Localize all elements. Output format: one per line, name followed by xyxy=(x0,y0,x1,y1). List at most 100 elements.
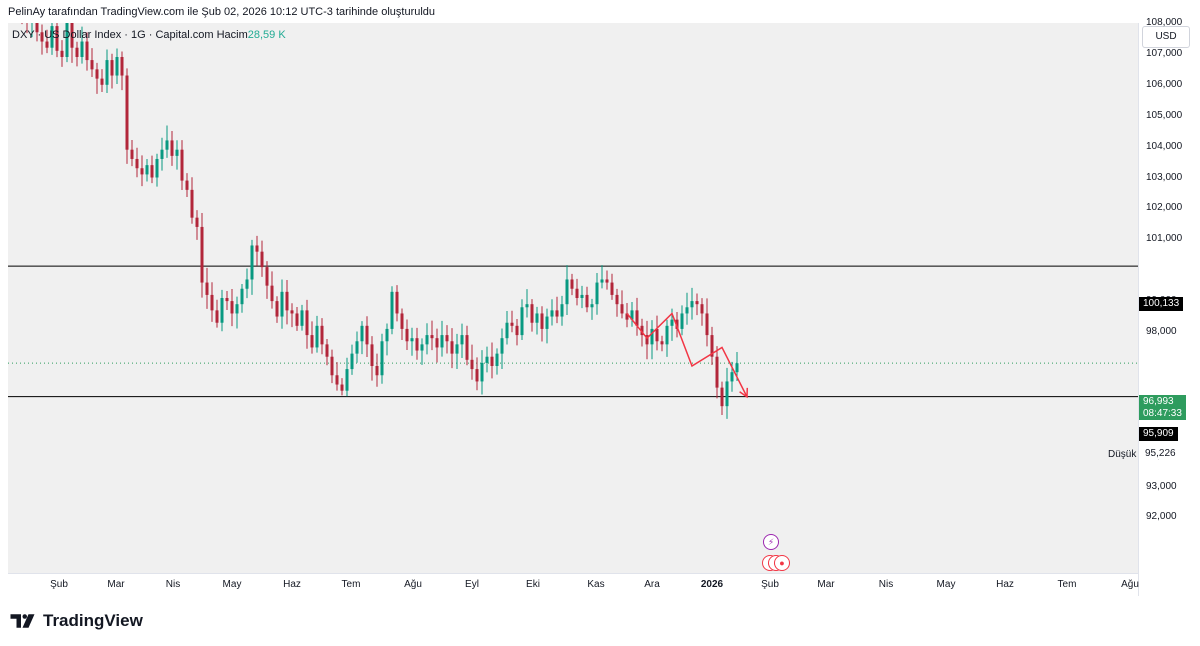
candle-body xyxy=(600,279,604,283)
time-tick-label: Eki xyxy=(526,579,540,590)
price-tick-label: 106,000 xyxy=(1146,78,1183,90)
candle-body xyxy=(195,217,199,227)
candle-body xyxy=(735,363,739,373)
symbol-label[interactable]: DXY · US Dollar Index · 1G · Capital.com xyxy=(12,29,214,41)
candle-body xyxy=(710,335,714,357)
candle-body xyxy=(500,338,504,354)
candle-body xyxy=(70,23,74,48)
candle-body xyxy=(275,301,279,317)
candle-body xyxy=(295,313,299,326)
chart-area[interactable] xyxy=(8,23,1138,573)
time-tick-label: Haz xyxy=(283,579,301,590)
candle-body xyxy=(470,359,474,370)
drawn-arrow-path[interactable] xyxy=(626,312,748,398)
time-tick-label: Mar xyxy=(817,579,835,590)
candle-body xyxy=(525,304,529,308)
candle-body xyxy=(40,32,44,42)
candle-body xyxy=(460,335,464,345)
candle-body xyxy=(630,310,634,320)
tradingview-logo[interactable]: TradingView xyxy=(10,611,143,631)
candle-body xyxy=(225,298,229,302)
candle-body xyxy=(510,322,514,326)
candle-body xyxy=(415,338,419,351)
price-tick-label: 92,000 xyxy=(1146,511,1177,523)
candle-body xyxy=(720,387,724,407)
candle-body xyxy=(215,310,219,323)
candle-body xyxy=(635,310,639,326)
support-price-badge: 95,909 xyxy=(1139,427,1178,441)
candle-body xyxy=(520,307,524,336)
candle-body xyxy=(640,325,644,336)
candle-body xyxy=(130,149,134,159)
candle-body xyxy=(185,180,189,190)
candle-body xyxy=(180,149,184,181)
candle-body xyxy=(695,301,699,305)
current-price-value: 96,993 xyxy=(1143,396,1174,407)
price-tick-label: 102,000 xyxy=(1146,202,1183,214)
candlestick-chart[interactable] xyxy=(8,23,1138,573)
candle-body xyxy=(270,285,274,302)
candle-body xyxy=(245,279,249,289)
candle-body xyxy=(560,304,564,317)
candle-body xyxy=(95,69,99,79)
candle-body xyxy=(455,344,459,354)
candle-body xyxy=(35,23,39,33)
candle-body xyxy=(375,365,379,376)
bar-countdown: 08:47:33 xyxy=(1143,408,1182,419)
candle-body xyxy=(690,301,694,308)
price-tick-label: 101,000 xyxy=(1146,233,1183,245)
chart-legend: DXY · US Dollar Index · 1G · Capital.com… xyxy=(12,29,286,41)
candle-body xyxy=(440,335,444,348)
candle-body xyxy=(610,282,614,295)
candle-body xyxy=(645,335,649,345)
candle-body xyxy=(665,325,669,345)
candle-body xyxy=(535,313,539,323)
candle-body xyxy=(110,60,114,76)
candle-body xyxy=(280,291,284,317)
candle-body xyxy=(660,341,664,345)
candle-body xyxy=(80,41,84,57)
candle-body xyxy=(625,313,629,320)
candle-body xyxy=(50,26,54,48)
time-axis[interactable] xyxy=(8,573,1138,597)
time-tick-label: 2026 xyxy=(700,579,724,590)
candle-body xyxy=(260,251,264,268)
candle-body xyxy=(190,189,194,218)
candle-body xyxy=(465,335,469,360)
candle-body xyxy=(150,165,154,178)
candle-body xyxy=(75,47,79,57)
candle-body xyxy=(450,341,454,354)
time-tick-label: May xyxy=(936,579,956,590)
candle-body xyxy=(615,294,619,305)
candle-body xyxy=(395,291,399,314)
candle-body xyxy=(160,149,164,159)
candle-body xyxy=(355,341,359,354)
currency-selector[interactable]: USD xyxy=(1142,26,1190,48)
candle-body xyxy=(425,335,429,345)
candle-body xyxy=(90,60,94,70)
lightning-icon[interactable]: ⚡ xyxy=(763,534,779,550)
candle-body xyxy=(85,41,89,61)
candle-body xyxy=(445,335,449,342)
candle-body xyxy=(495,353,499,366)
candle-body xyxy=(575,288,579,299)
candle-body xyxy=(210,294,214,311)
time-tick-label: Kas xyxy=(587,579,605,590)
candle-body xyxy=(230,301,234,314)
candle-body xyxy=(540,313,544,329)
time-tick-label: Ağu xyxy=(404,579,422,590)
candle-body xyxy=(350,353,354,370)
candle-body xyxy=(480,362,484,382)
candle-body xyxy=(200,226,204,283)
candle-body xyxy=(410,338,414,342)
candle-body xyxy=(590,304,594,308)
candle-body xyxy=(235,304,239,314)
drawn-arrow-head[interactable] xyxy=(739,387,749,399)
us-flag-event-icon[interactable]: ● xyxy=(774,555,790,571)
candle-body xyxy=(135,158,139,169)
candle-body xyxy=(435,338,439,348)
candle-body xyxy=(705,313,709,336)
candle-body xyxy=(715,356,719,388)
candle-body xyxy=(205,282,209,295)
candle-body xyxy=(345,369,349,391)
